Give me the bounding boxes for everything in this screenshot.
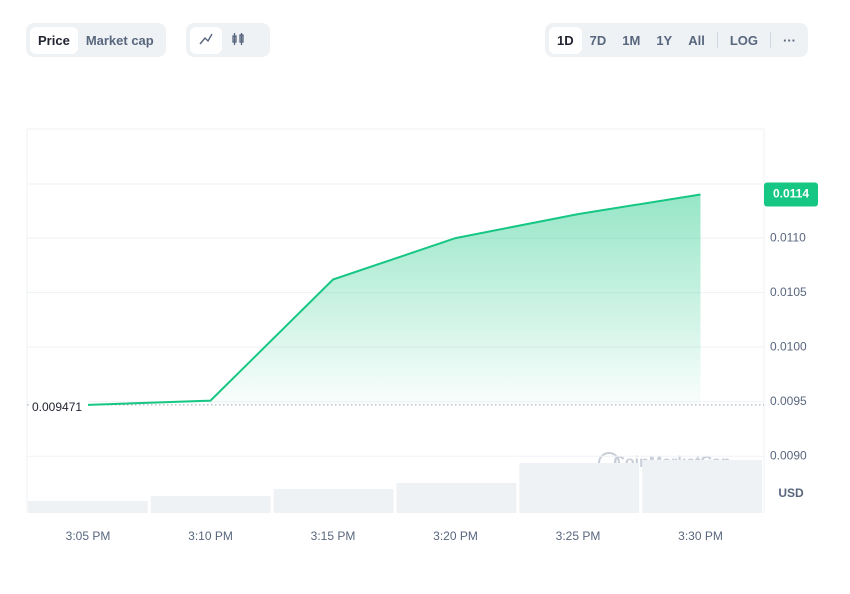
candle-icon[interactable] — [222, 27, 254, 54]
current-price-label: 0.0114 — [773, 187, 809, 201]
y-tick-label: 0.0110 — [770, 230, 806, 244]
range-button[interactable]: 1M — [622, 32, 641, 48]
chart-type-group — [186, 23, 270, 57]
range-button[interactable]: 1Y — [656, 32, 673, 48]
mode-group: Price Market cap — [26, 23, 166, 57]
range-button[interactable]: 7D — [589, 32, 607, 48]
range-button[interactable]: All — [688, 32, 705, 48]
x-tick-label: 3:30 PM — [678, 529, 723, 543]
mode-button[interactable]: Price — [30, 26, 78, 54]
range-button[interactable]: 1D — [549, 26, 582, 54]
more-button[interactable]: ··· — [783, 32, 797, 48]
mode-button[interactable]: Market cap — [85, 32, 154, 48]
range-group: 1D 7D 1M 1Y All LOG ··· — [545, 23, 809, 57]
x-tick-label: 3:25 PM — [556, 529, 601, 543]
volume-bar — [28, 501, 148, 513]
y-tick-label: 0.0090 — [770, 448, 807, 462]
separator — [770, 32, 772, 48]
y-tick-label: 0.0095 — [770, 394, 807, 408]
volume-bar — [273, 489, 394, 513]
current-price-badge — [764, 182, 818, 207]
chart: CoinMarketCap USD 0.00900.00950.01000.01… — [26, 128, 818, 543]
volume-bar — [396, 483, 517, 513]
volume-bar — [642, 460, 762, 513]
separator — [716, 32, 718, 48]
x-tick-label: 3:10 PM — [188, 529, 233, 543]
y-tick-label: 0.0100 — [770, 339, 807, 353]
x-tick-label: 3:05 PM — [66, 529, 111, 543]
x-tick-label: 3:15 PM — [311, 529, 356, 543]
area — [88, 194, 701, 405]
page: {"toolbar": {"modes": ["Price", "Market … — [26, 23, 818, 544]
start-price-label: 0.009471 — [32, 400, 82, 414]
log-button[interactable]: LOG — [729, 32, 759, 48]
x-tick-label: 3:20 PM — [433, 529, 478, 543]
volume-bar — [519, 463, 640, 513]
volume-bar — [150, 496, 271, 513]
line-icon[interactable] — [190, 26, 222, 54]
start-label-bg — [30, 396, 88, 413]
price-line — [87, 193, 701, 406]
y-tick-label: 0.0105 — [770, 285, 807, 299]
unit-label: USD — [778, 486, 804, 500]
